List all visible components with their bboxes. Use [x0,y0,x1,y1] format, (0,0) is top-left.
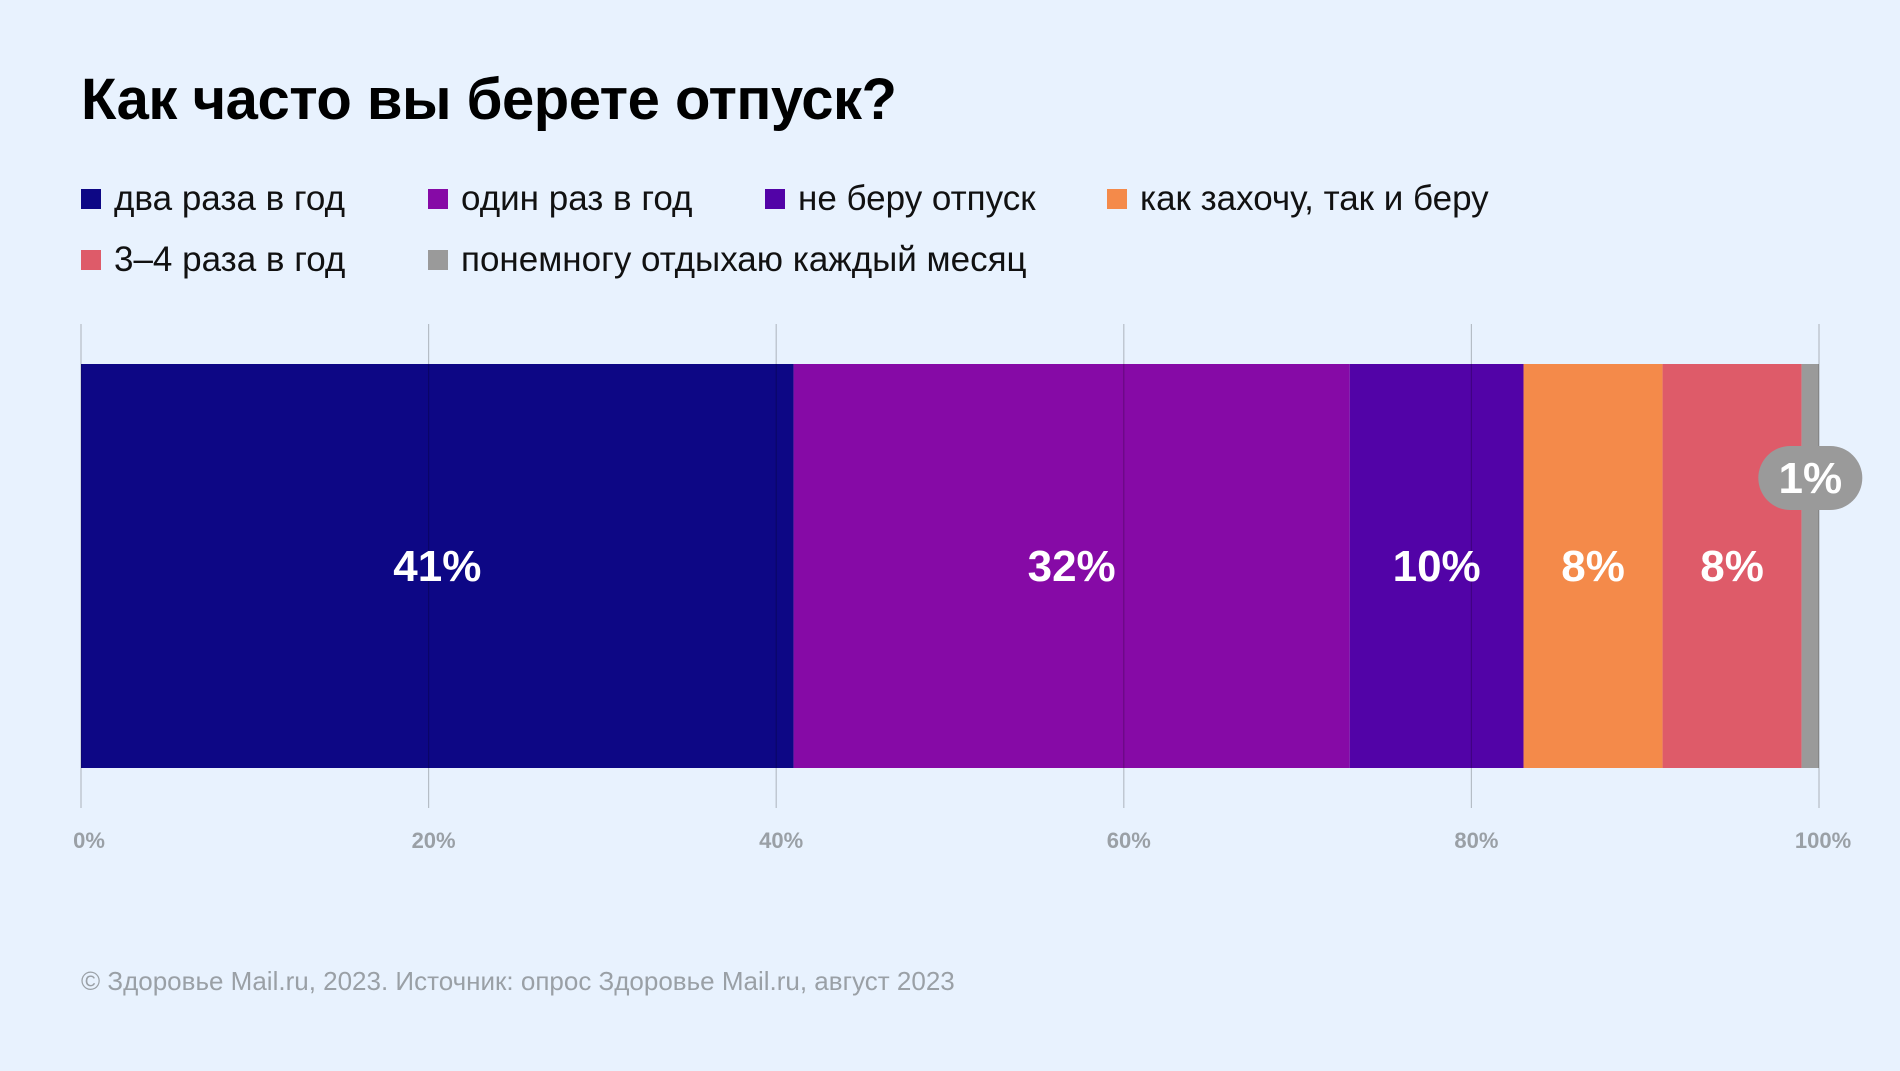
legend-swatch [428,188,448,209]
x-tick-label: 80% [1454,828,1498,853]
data-label: 1% [1779,454,1843,503]
legend-item-ponemnogu: понемногу отдыхаю каждый месяц [428,240,1027,280]
legend-item-3-4-raza: 3–4 раза в год [81,240,428,280]
x-tick-label: 100% [1795,828,1851,853]
legend-swatch [81,249,101,270]
bar-segment [793,364,1350,768]
stacked-bar-chart: 0% 20% 40% 60% 80% 100% 41% 32% 10% 8% 8% 1% [73,324,1863,853]
legend-swatch [428,249,448,270]
data-label: 32% [1028,542,1116,591]
bar-segment [1349,364,1524,768]
legend-label: не беру отпуск [798,178,1036,218]
legend-item-ne-beru: не беру отпуск [765,179,1107,219]
legend-label: один раз в год [461,178,693,218]
legend-swatch [1107,188,1127,209]
legend-item-dva-raza: два раза в год [81,179,428,219]
legend-swatch [81,188,101,209]
legend-row: 3–4 раза в год понемногу отдыхаю каждый … [81,229,1841,290]
x-tick-label: 0% [73,828,105,853]
legend-row: два раза в год один раз в год не беру от… [81,168,1841,229]
source-footer: © Здоровье Mail.ru, 2023. Источник: опро… [81,966,955,996]
legend-item-odin-raz: один раз в год [428,179,765,219]
data-label: 8% [1561,542,1625,591]
legend-label: 3–4 раза в год [114,239,346,279]
legend-label: понемногу отдыхаю каждый месяц [461,239,1027,279]
bar-segment [1801,364,1819,768]
data-label: 41% [393,542,481,591]
data-label-pill [1758,446,1863,510]
x-tick-label: 40% [759,828,803,853]
legend-label: как захочу, так и беру [1140,178,1489,218]
x-tick-label: 60% [1107,828,1151,853]
data-label: 10% [1393,542,1481,591]
legend-item-kak-zahochu: как захочу, так и беру [1107,179,1489,219]
legend-swatch [765,188,785,209]
bar-segment [1662,364,1802,768]
chart-title: Как часто вы берете отпуск? [81,67,897,132]
data-label: 8% [1700,542,1764,591]
legend-label: два раза в год [114,178,346,218]
x-tick-label: 20% [412,828,456,853]
bar-segment [81,364,794,768]
legend: два раза в год один раз в год не беру от… [81,168,1841,290]
bar-segment [1523,364,1663,768]
